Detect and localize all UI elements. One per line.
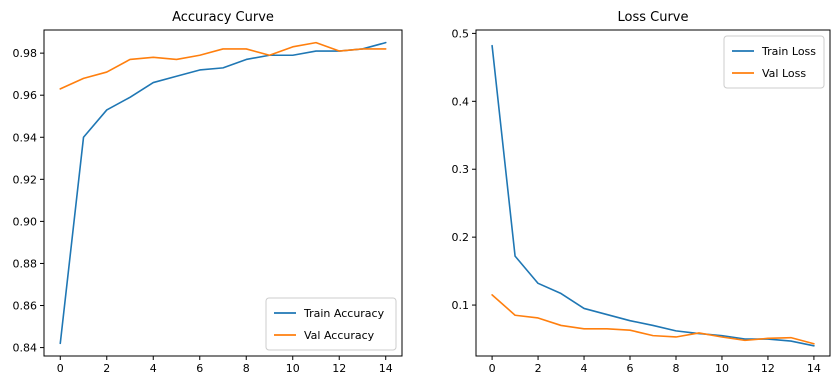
x-tick-label: 10 (286, 362, 300, 375)
x-tick-label: 12 (332, 362, 346, 375)
legend-label: Val Loss (762, 67, 806, 80)
x-tick-label: 0 (489, 362, 496, 375)
y-tick-label: 0.84 (13, 342, 38, 355)
legend-label: Val Accuracy (304, 329, 375, 342)
x-tick-label: 4 (581, 362, 588, 375)
x-tick-label: 0 (57, 362, 64, 375)
x-tick-label: 14 (379, 362, 393, 375)
y-tick-label: 0.96 (13, 89, 38, 102)
y-tick-label: 0.94 (13, 131, 38, 144)
y-tick-label: 0.92 (13, 173, 38, 186)
series-line-train-accuracy (59, 41, 387, 345)
x-tick-label: 6 (196, 362, 203, 375)
series-line-val-accuracy (59, 41, 387, 90)
x-tick-label: 6 (627, 362, 634, 375)
y-tick-label: 0.4 (452, 95, 470, 108)
axes-frame (43, 29, 403, 357)
y-tick-label: 0.2 (452, 231, 470, 244)
legend: Train Accuracy Val Accuracy (265, 297, 397, 351)
y-tick-label: 0.90 (13, 215, 38, 228)
chart-title: Loss Curve (618, 10, 689, 25)
y-tick-label: 0.86 (13, 300, 38, 313)
legend-label: Train Loss (761, 45, 816, 58)
x-tick-label: 10 (715, 362, 729, 375)
y-tick-label: 0.1 (452, 299, 470, 312)
x-tick-label: 2 (535, 362, 542, 375)
x-tick-label: 8 (243, 362, 250, 375)
x-tick-label: 14 (807, 362, 821, 375)
legend: Train Loss Val Loss (723, 35, 825, 89)
axes-frame (475, 29, 831, 357)
series-line-val-loss (491, 294, 815, 345)
x-tick-label: 8 (672, 362, 679, 375)
x-tick-label: 12 (761, 362, 775, 375)
legend-box (265, 297, 397, 351)
series-line-train-loss (491, 44, 815, 347)
y-tick-label: 0.98 (13, 47, 38, 60)
y-tick-label: 0.88 (13, 257, 38, 270)
legend-box (723, 35, 825, 89)
y-tick-label: 0.5 (452, 27, 470, 40)
chart-title: Accuracy Curve (172, 10, 274, 25)
chart-panel-2: Loss Curve 0 2 4 6 8 10 12 14 0.1 0.2 0.3 0.4 0.5 Trai… (452, 10, 831, 375)
x-tick-label: 4 (150, 362, 157, 375)
chart-panel-1: Accuracy Curve 0 2 4 6 8 10 12 14 0.84 0.86 0.88 0.9… (13, 10, 403, 375)
x-tick-label: 2 (103, 362, 110, 375)
legend-label: Train Accuracy (303, 307, 385, 320)
y-tick-label: 0.3 (452, 163, 470, 176)
